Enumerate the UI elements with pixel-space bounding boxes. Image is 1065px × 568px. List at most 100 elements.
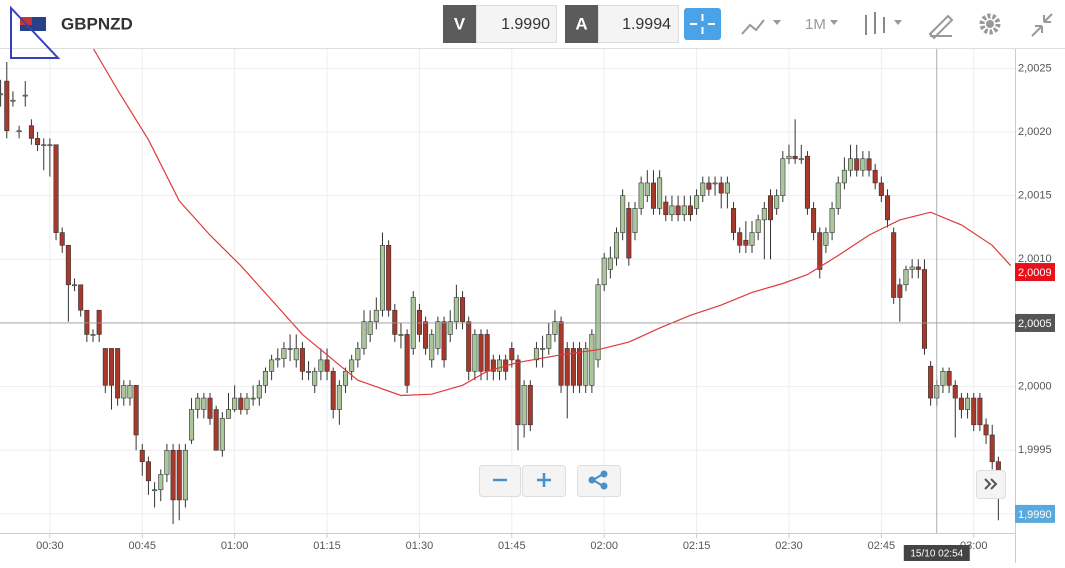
candle-body bbox=[373, 309, 379, 322]
candle-body bbox=[195, 397, 201, 410]
candle-body bbox=[804, 155, 810, 209]
candle-body bbox=[971, 397, 977, 426]
candle-body bbox=[533, 348, 539, 361]
candle-body bbox=[958, 397, 964, 410]
candle-body bbox=[607, 257, 613, 270]
candle-body bbox=[466, 321, 472, 372]
symbol[interactable]: GBPNZD bbox=[61, 14, 133, 33]
candle-body bbox=[583, 348, 589, 386]
candle-body bbox=[392, 309, 398, 335]
candle-body bbox=[386, 245, 392, 311]
candle-body bbox=[546, 334, 552, 349]
y-tick-label: 2,0015 bbox=[1018, 190, 1052, 202]
candle-body bbox=[663, 201, 669, 216]
candle-body bbox=[872, 169, 878, 184]
sell-label: V bbox=[454, 14, 466, 33]
candle-body bbox=[786, 155, 792, 160]
draw-icon[interactable] bbox=[928, 14, 954, 40]
candle-body bbox=[694, 195, 700, 209]
candle-body bbox=[447, 321, 453, 335]
candle-body bbox=[429, 334, 435, 361]
current-price-tag-label: 1,9990 bbox=[1018, 509, 1052, 521]
flag-icon bbox=[20, 17, 32, 25]
candle-body bbox=[878, 182, 884, 196]
candle-body bbox=[700, 182, 706, 196]
sell-button[interactable] bbox=[443, 5, 476, 43]
ma-price-tag bbox=[1015, 263, 1055, 282]
candle-body bbox=[232, 397, 238, 410]
candle-body bbox=[496, 359, 503, 372]
candle-body bbox=[632, 208, 638, 233]
x-tick-label: 01:00 bbox=[221, 540, 249, 552]
chart-type-icon[interactable] bbox=[741, 19, 765, 35]
candle-body bbox=[669, 205, 675, 216]
candle-body bbox=[152, 489, 158, 492]
candle-body bbox=[737, 232, 743, 246]
candle-body bbox=[940, 371, 946, 386]
candle-body bbox=[108, 348, 114, 386]
timeframe[interactable]: 1M bbox=[805, 16, 826, 33]
candle-body bbox=[182, 449, 188, 501]
candle-body bbox=[361, 321, 367, 349]
candle-body bbox=[921, 269, 927, 349]
overlay-triangle bbox=[10, 5, 61, 59]
candle-body bbox=[687, 205, 693, 216]
buy-price-box[interactable] bbox=[598, 5, 679, 43]
candle-body bbox=[780, 158, 786, 196]
candle-body bbox=[989, 434, 995, 463]
candle-body bbox=[811, 208, 817, 233]
candle-body bbox=[835, 182, 841, 209]
buy-button[interactable] bbox=[565, 5, 598, 43]
collapse-icon[interactable] bbox=[1031, 13, 1053, 37]
share-icon bbox=[600, 482, 608, 490]
y-tick-label: 1,9995 bbox=[1018, 444, 1052, 456]
dropdown-arrow bbox=[894, 20, 902, 25]
candle-icon[interactable] bbox=[865, 12, 885, 35]
candle-body bbox=[570, 348, 576, 386]
candle-body bbox=[601, 257, 607, 286]
candle-body bbox=[139, 449, 145, 463]
share-button[interactable] bbox=[577, 465, 621, 497]
settings-icon[interactable] bbox=[979, 13, 1001, 35]
candle-body bbox=[238, 397, 244, 410]
ma-price-tag-label: 2,0009 bbox=[1018, 267, 1052, 279]
candle-body bbox=[515, 359, 521, 426]
crosshair-time-tag bbox=[903, 545, 970, 561]
candle-body bbox=[90, 334, 96, 336]
candle-body bbox=[460, 297, 466, 322]
candle-body bbox=[78, 284, 84, 311]
candle-body bbox=[817, 232, 823, 270]
candle-body bbox=[829, 208, 835, 233]
candle-body bbox=[145, 461, 151, 482]
candle-body bbox=[731, 208, 737, 233]
x-tick-label: 01:30 bbox=[406, 540, 434, 552]
candle-body bbox=[755, 219, 761, 233]
scroll-latest-button[interactable] bbox=[976, 470, 1006, 499]
x-tick-label: 01:15 bbox=[313, 540, 341, 552]
candle-body bbox=[28, 125, 34, 139]
candle-body bbox=[928, 365, 934, 399]
candle-body bbox=[983, 424, 989, 436]
candle-body bbox=[681, 205, 687, 216]
candle-body bbox=[527, 385, 533, 426]
candle-body bbox=[724, 182, 730, 194]
candle-body bbox=[706, 182, 712, 190]
candle-body bbox=[84, 309, 90, 335]
candle-body bbox=[589, 334, 595, 386]
candle-body bbox=[613, 232, 620, 259]
candle-body bbox=[207, 397, 213, 419]
sell-price-box[interactable] bbox=[476, 5, 557, 43]
candle-body bbox=[909, 266, 915, 270]
candle-body bbox=[59, 232, 65, 246]
candle-body bbox=[170, 449, 176, 501]
candle-body bbox=[0, 93, 4, 96]
crosshair-time-label: 15/10 02:54 bbox=[910, 549, 963, 560]
candle-body bbox=[564, 348, 570, 386]
candle-body bbox=[841, 169, 847, 184]
candle-body bbox=[558, 321, 564, 386]
dropdown-arrow bbox=[830, 20, 838, 25]
current-price-tag bbox=[1015, 504, 1055, 523]
candle-body bbox=[823, 232, 829, 246]
candle-body bbox=[577, 348, 583, 386]
crosshair-button[interactable] bbox=[684, 8, 721, 40]
